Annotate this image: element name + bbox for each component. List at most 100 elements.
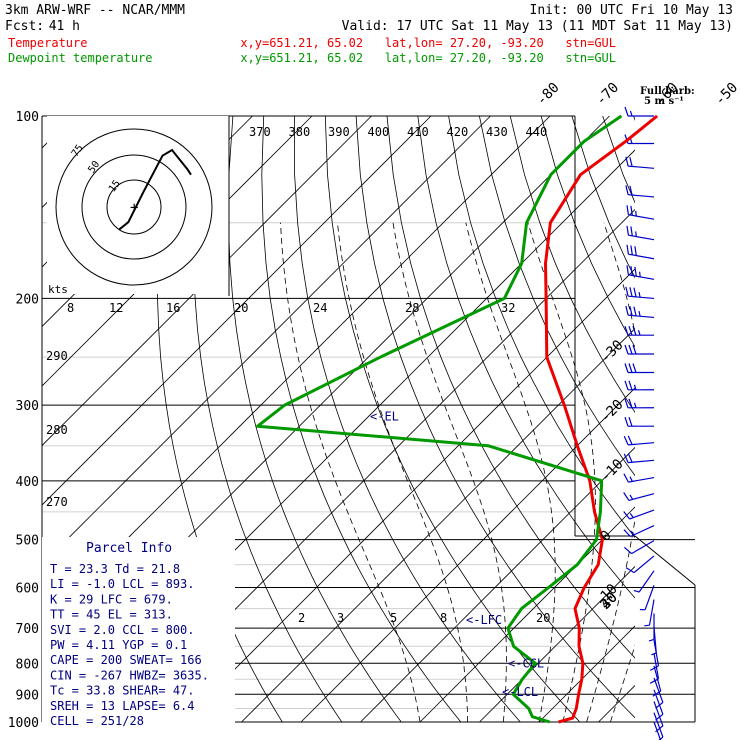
wind-barb-flag bbox=[632, 326, 637, 336]
wind-barb-flag bbox=[624, 546, 632, 555]
moist-adiabat bbox=[337, 222, 469, 722]
sounding-profiles bbox=[256, 114, 659, 724]
wind-barb-flag bbox=[625, 286, 629, 297]
wind-barb-staff bbox=[631, 540, 655, 555]
wind-barb-half-flag bbox=[648, 638, 655, 642]
wind-barb-flag bbox=[624, 344, 629, 355]
wind-barb bbox=[626, 265, 655, 280]
hodograph-trace bbox=[118, 148, 192, 231]
isotherm-label: -50 bbox=[712, 80, 740, 109]
low-mixing-label: 2 bbox=[298, 611, 305, 625]
wind-barb-half-flag bbox=[629, 494, 634, 500]
dry-adiabat bbox=[261, 116, 462, 722]
low-mixing-label: 3 bbox=[337, 611, 344, 625]
dry-adiabat bbox=[664, 116, 740, 722]
wind-barb bbox=[626, 244, 655, 260]
moist-adiabat bbox=[610, 644, 635, 722]
isotherm bbox=[479, 565, 635, 722]
dry-adiabat-label: 290 bbox=[46, 349, 68, 363]
theta-label: 380 bbox=[289, 125, 311, 139]
pressure-label: 1000 bbox=[8, 716, 39, 731]
wind-barbs bbox=[623, 106, 664, 740]
wind-barb-flag bbox=[623, 473, 629, 483]
wind-barb bbox=[623, 435, 655, 446]
parcel-info-row: TT = 45 EL = 313. bbox=[50, 608, 173, 622]
dry-adiabat bbox=[571, 116, 635, 279]
wind-barb-half-flag bbox=[629, 513, 634, 518]
wind-barb-half-flag bbox=[635, 210, 637, 217]
wind-barb-staff bbox=[628, 194, 655, 198]
mixing-ratio-label: 20 bbox=[234, 301, 248, 315]
dry-adiabat bbox=[386, 116, 635, 659]
parcel-info-row: T = 23.3 Td = 21.8 bbox=[50, 562, 180, 576]
barb-key-line2: 5 m s⁻¹ bbox=[644, 96, 684, 107]
wind-barb-half-flag bbox=[635, 231, 637, 237]
isotherm bbox=[419, 506, 635, 722]
wind-barb-flag bbox=[634, 266, 637, 277]
dry-adiabat bbox=[695, 116, 740, 722]
mixing-ratio-label: 32 bbox=[501, 301, 515, 315]
barb-key-line1: Full barb: bbox=[640, 86, 695, 97]
wind-barb-flag bbox=[629, 306, 633, 316]
wind-barb-staff bbox=[644, 585, 655, 611]
dry-adiabat bbox=[633, 116, 635, 122]
parcel-info-row: SVI = 2.0 CCL = 800. bbox=[50, 623, 195, 637]
wind-barb-flag bbox=[630, 205, 633, 216]
wind-barb-flag bbox=[633, 287, 637, 298]
pressure-label: 200 bbox=[16, 292, 39, 307]
pressure-label: 500 bbox=[16, 534, 39, 549]
wind-barb-flag bbox=[623, 435, 629, 446]
parcel-info-title: Parcel Info bbox=[86, 541, 172, 556]
model-title: 3km ARW-WRF -- NCAR/MMM bbox=[5, 3, 185, 18]
pressure-label: 400 bbox=[16, 475, 39, 490]
moist-adiabat bbox=[280, 222, 421, 722]
isotherm bbox=[42, 116, 372, 447]
wind-barb bbox=[624, 326, 655, 336]
wind-barb-staff bbox=[653, 701, 664, 727]
hodograph-units-label: kts bbox=[48, 283, 68, 296]
parcel-info-row: PW = 4.11 YGP = 0.1 bbox=[50, 638, 187, 652]
wind-barb bbox=[624, 398, 655, 409]
wind-barb-staff bbox=[653, 677, 664, 703]
wind-barb bbox=[624, 363, 655, 374]
isotherm bbox=[241, 327, 635, 722]
wind-barb-flag bbox=[629, 287, 633, 297]
mixing-ratio-label: 24 bbox=[313, 301, 327, 315]
mixing-ratio-label: 28 bbox=[405, 301, 419, 315]
theta-label: 410 bbox=[407, 125, 429, 139]
isotherm bbox=[658, 116, 740, 722]
valid-time: Valid: 17 UTC Sat 11 May 13 (11 MDT Sat … bbox=[342, 19, 733, 34]
dry-adiabat bbox=[479, 116, 635, 477]
moist-adiabat bbox=[527, 222, 596, 722]
wind-barb-half-flag bbox=[633, 402, 637, 408]
wind-barb-staff bbox=[633, 555, 655, 574]
wind-barb bbox=[653, 712, 664, 740]
pressure-label: 800 bbox=[16, 657, 39, 672]
wind-barb bbox=[625, 555, 655, 574]
theta-label: 400 bbox=[368, 125, 390, 139]
dry-adiabat bbox=[602, 116, 635, 204]
wind-barb bbox=[639, 585, 655, 611]
isotherm-label: -70 bbox=[593, 80, 622, 109]
dewpoint-line bbox=[256, 114, 623, 724]
wind-barb-staff bbox=[628, 274, 655, 280]
wind-barb-staff bbox=[653, 689, 664, 715]
wind-barb-staff bbox=[628, 314, 655, 319]
parcel-info-row: LI = -1.0 LCL = 893. bbox=[50, 577, 195, 591]
isotherm bbox=[42, 116, 491, 566]
wind-barb-flag bbox=[624, 380, 629, 390]
pressure-label: 600 bbox=[16, 582, 39, 597]
wind-barb-flag bbox=[626, 225, 629, 236]
moist-adiabat bbox=[465, 222, 556, 722]
dry-adiabat bbox=[726, 116, 740, 722]
wind-barb-half-flag bbox=[633, 589, 640, 593]
dry-adiabat-label: 270 bbox=[46, 495, 68, 509]
wind-barb-flag bbox=[632, 363, 637, 373]
parcel-info-rows: T = 23.3 Td = 21.8LI = -1.0 LCL = 893.K … bbox=[50, 562, 209, 728]
fcst-label: Fcst: bbox=[5, 19, 44, 34]
wind-barb-flag bbox=[624, 363, 629, 373]
wind-barb-flag bbox=[626, 205, 629, 215]
wind-barb bbox=[626, 205, 655, 220]
parcel-info-row: Tc = 33.8 SHEAR= 47. bbox=[50, 684, 195, 698]
wind-barb-flag bbox=[630, 226, 633, 236]
